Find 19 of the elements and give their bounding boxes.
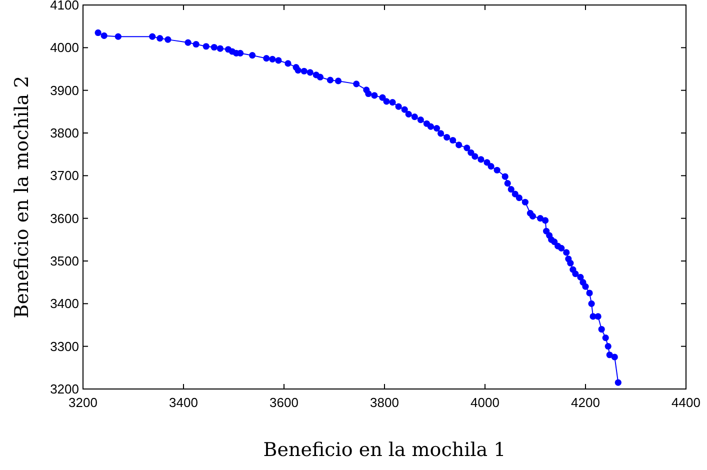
x-tick-label: 3200 <box>68 395 98 410</box>
x-tick-label: 4200 <box>571 395 600 410</box>
y-tick-label: 4000 <box>50 40 79 56</box>
y-tick-label: 3600 <box>50 210 79 226</box>
y-tick-label: 3700 <box>50 168 79 184</box>
y-tick-label: 3300 <box>50 338 79 354</box>
x-tick-label: 3800 <box>370 395 399 410</box>
y-tick-label: 3900 <box>50 82 79 98</box>
y-tick-label: 3200 <box>50 382 79 397</box>
x-tick-label: 4000 <box>470 395 500 410</box>
y-tick-label: 3800 <box>50 126 79 141</box>
y-tick-label: 3500 <box>50 254 79 269</box>
y-tick-label: 4100 <box>50 0 79 13</box>
x-axis-title: Beneficio en la mochila 1 <box>263 439 506 461</box>
x-tick-label: 3600 <box>270 395 298 410</box>
x-tick-label: 4400 <box>672 395 700 410</box>
x-tick-label: 3400 <box>169 395 198 410</box>
y-axis-title: Beneficio en la mochila 2 <box>11 76 33 318</box>
y-tick-label: 3400 <box>50 296 79 312</box>
